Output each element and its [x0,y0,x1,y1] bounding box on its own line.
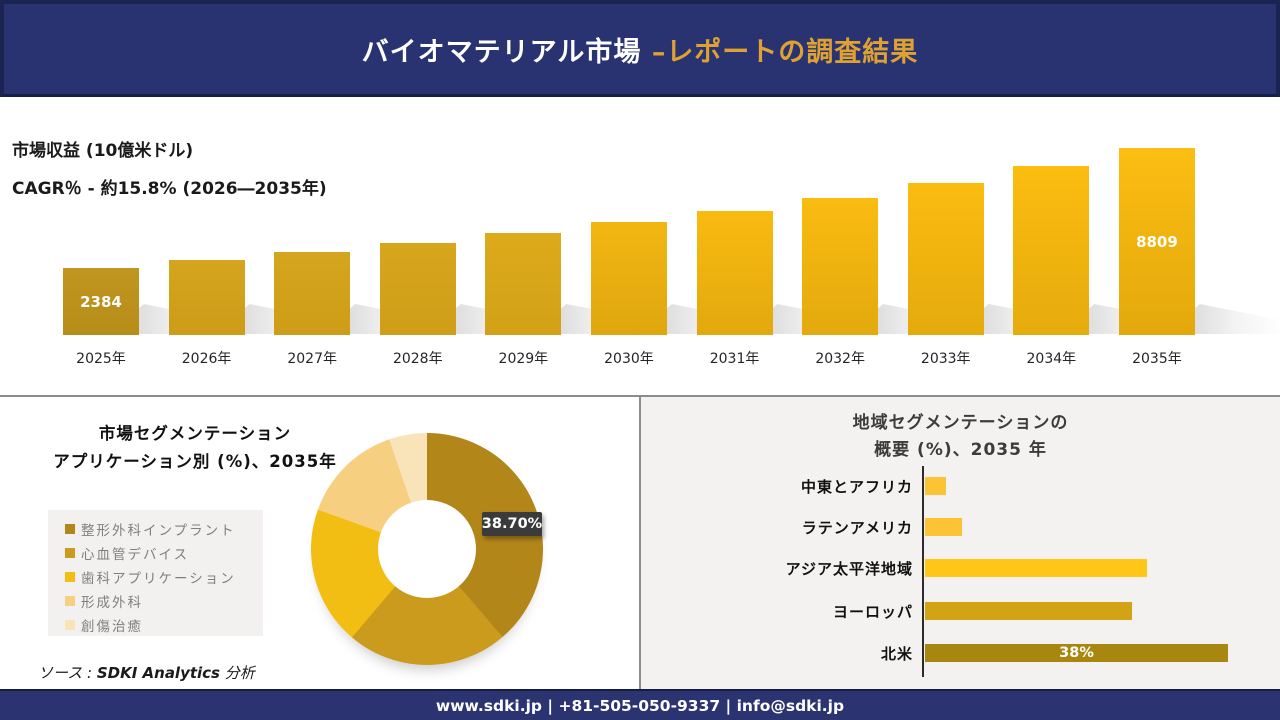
header-banner: バイオマテリアル市場 –レポートの調査結果 [0,0,1280,97]
revenue-bar-group: 8809 2035年 [1118,148,1280,367]
legend-swatch [65,620,75,630]
section-divider-vertical [639,397,641,689]
bar-year-label: 2035年 [1132,351,1182,367]
legend-swatch [65,596,75,606]
page-title-gold: –レポートの調査結果 [651,36,919,68]
revenue-bar-group: 2032年 [802,148,968,367]
legend-item: 整形外科インプラント [65,517,263,541]
revenue-bar [379,243,456,335]
legend-label: 心血管デバイス [81,547,190,563]
legend-swatch [65,548,75,558]
bar-value-label: 8809 [1136,232,1178,251]
donut-value-callout: 38.70% [482,512,542,536]
bar-year-label: 2027年 [287,351,337,367]
revenue-bar: 2384 [63,268,139,335]
page-title-white: バイオマテリアル市場 [361,36,652,68]
bar-year-label: 2030年 [604,351,654,367]
revenue-bar-group: 2029年 [485,148,651,367]
revenue-bar-group: 2031年 [696,148,862,367]
revenue-bar-group: 2033年 [907,148,1073,367]
bar-year-label: 2031年 [709,351,760,367]
region-bar [925,602,1132,620]
legend-label: 形成外科 [81,595,143,611]
legend-item: 歯科アプリケーション [65,565,263,589]
bar-year-label: 2025年 [76,351,126,367]
region-chart-section: 地域セグメンテーションの 概要 (%)、2035 年 中東とアフリカ ラテンアメリ… [641,397,1280,689]
legend-label: 歯科アプリケーション [81,571,236,587]
region-label: ヨーロッパ [832,603,913,621]
donut-legend: 整形外科インプラント 心血管デバイス歯科アプリケーション 形成外科創傷治癒 [48,510,263,636]
revenue-bar-group: 2028年 [379,148,545,367]
page-title: バイオマテリアル市場 –レポートの調査結果 [362,30,919,69]
revenue-bar [590,222,667,335]
bar-year-label: 2028年 [392,351,443,367]
revenue-bar: 8809 [1118,148,1195,335]
revenue-bar [485,233,562,335]
region-label: 北米 [880,645,913,663]
region-label: アジア太平洋地域 [785,560,913,578]
legend-item: 心血管デバイス [65,541,263,565]
revenue-bar [696,211,773,335]
bar-year-label: 2032年 [815,351,865,367]
legend-label: 整形外科インプラント [81,523,236,539]
legend-item: 創傷治癒 [65,613,263,637]
source-note: ソース : SDKI Analytics 分析 [38,662,255,683]
region-bar [925,559,1147,577]
revenue-bar [168,260,245,335]
revenue-bar-group: 2030年 [590,148,756,367]
revenue-bars: 2384 2025年 2026年 2027年 2028年 2029年 2030年 2031年 2… [63,148,1280,367]
footer-contact: www.sdki.jp | +81-505-050-9337 | info@sd… [435,696,845,715]
region-label: ラテンアメリカ [801,519,913,537]
donut-title-line2: アプリケーション別 (%)、2035年 [53,452,337,471]
revenue-bar-group: 2384 2025年 [63,148,228,367]
revenue-bar-group: 2026年 [168,148,334,367]
bar-year-label: 2033年 [920,351,971,367]
bar-year-label: 2029年 [498,351,549,367]
source-brand: SDKI Analytics [96,664,220,682]
bar-value-label: 2384 [80,292,122,311]
legend-label: 創傷治癒 [81,619,143,635]
revenue-bar [907,183,984,335]
revenue-bar-group: 2027年 [274,148,440,367]
legend-swatch [65,572,75,582]
revenue-chart-cagr: CAGR％ - 約15.8% (2026―2035年) [12,179,327,199]
revenue-bar-group: 2034年 [1013,148,1179,367]
legend-swatch [65,524,75,534]
legend-item: 形成外科 [65,589,263,613]
region-bar [925,518,962,536]
revenue-chart-title: 市場収益 (10億米ドル) [12,141,194,161]
revenue-bar [802,198,879,335]
region-title-line1: 地域セグメンテーションの [852,413,1069,433]
region-label: 中東とアフリカ [800,478,913,496]
bar-year-label: 2034年 [1026,351,1077,367]
donut-title-line1: 市場セグメンテーション [98,424,292,443]
bar-year-label: 2026年 [181,351,232,367]
donut-chart [311,433,543,665]
source-prefix: ソース : [38,664,97,682]
source-suffix: 分析 [220,664,255,682]
region-title-line2: 概要 (%)、2035 年 [874,440,1047,460]
region-bar-value-label: 38% [1059,645,1094,661]
region-bar: 38% [925,644,1228,662]
footer-bar: www.sdki.jp | +81-505-050-9337 | info@sd… [0,689,1280,720]
revenue-bar [274,252,351,335]
region-axis-line [922,466,924,677]
region-bar [925,477,946,495]
section-divider-horizontal [0,395,1280,397]
revenue-bar [1013,166,1090,335]
